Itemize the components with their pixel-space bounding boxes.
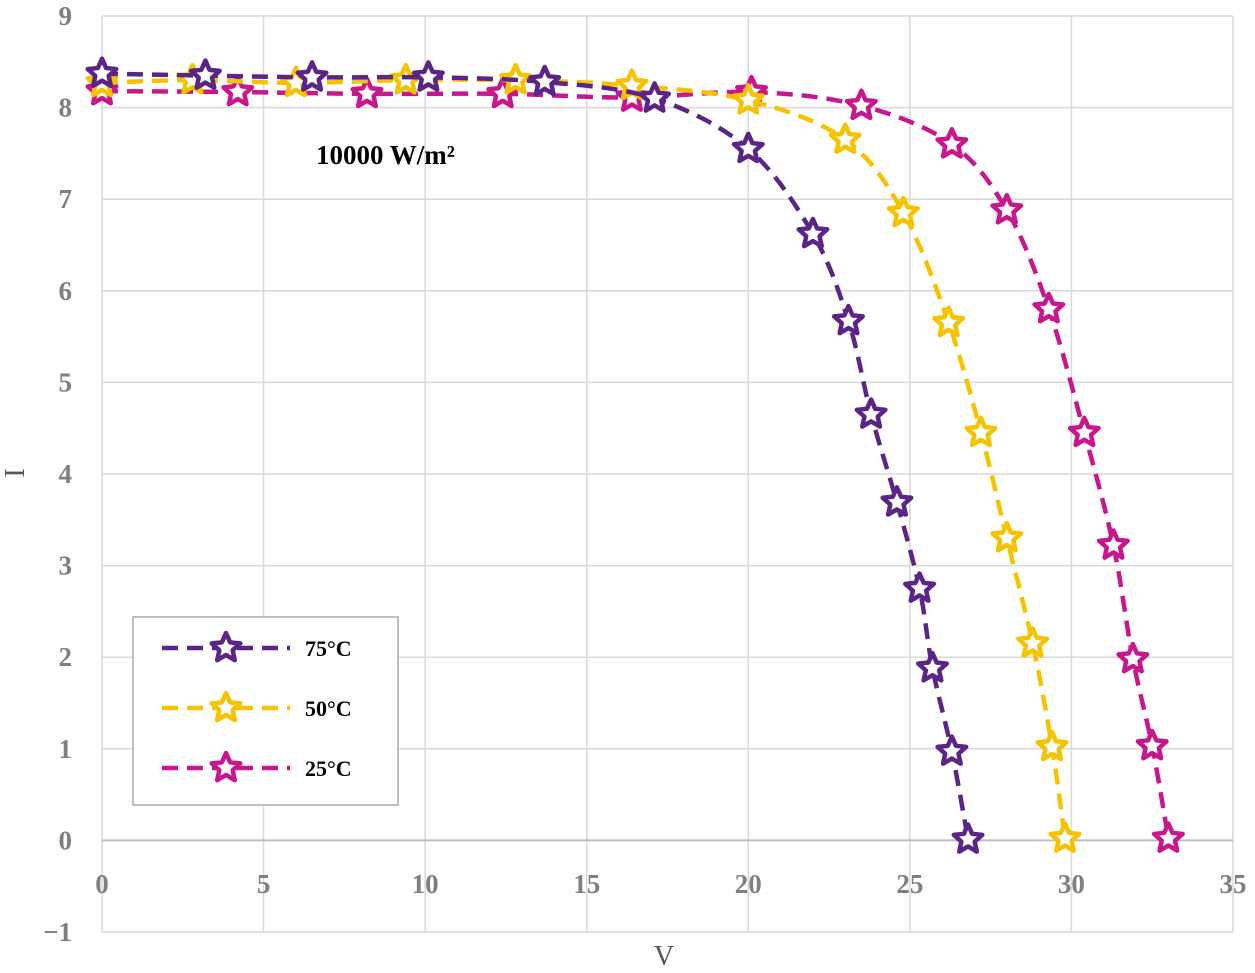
data-point-star — [85, 56, 119, 89]
data-point-star — [935, 126, 969, 159]
data-point-star — [1032, 291, 1066, 324]
x-tick-label: 20 — [735, 869, 762, 899]
data-point-star — [854, 397, 888, 429]
legend-label: 25°C — [305, 756, 352, 781]
y-tick-label: 5 — [59, 367, 73, 397]
legend-marker-star — [209, 630, 243, 663]
y-axis-ticks: −1 0 1 2 3 4 5 6 7 8 9 — [43, 1, 72, 947]
data-point-star — [990, 192, 1024, 225]
data-point-star — [188, 58, 222, 90]
x-tick-label: 5 — [257, 869, 271, 899]
y-tick-label: 3 — [59, 551, 73, 581]
x-tick-label: 10 — [412, 869, 439, 899]
data-point-star — [951, 822, 985, 854]
data-point-star — [411, 60, 445, 92]
legend-marker-star — [209, 690, 243, 723]
irradiance-annotation: 10000 W/m² — [316, 140, 455, 170]
data-point-star — [731, 83, 765, 115]
legend-label: 75°C — [305, 636, 352, 661]
data-point-star — [731, 131, 765, 164]
y-tick-label: 8 — [59, 93, 73, 123]
data-point-star — [880, 485, 914, 517]
y-tick-label: 6 — [59, 276, 73, 306]
y-tick-label: 2 — [59, 642, 73, 672]
data-point-star — [1096, 528, 1130, 560]
y-tick-label: −1 — [43, 917, 72, 947]
data-point-star — [1135, 728, 1169, 761]
x-tick-label: 15 — [573, 869, 600, 899]
data-point-star — [935, 734, 969, 766]
x-tick-label: 30 — [1058, 869, 1085, 899]
series-25C — [85, 73, 1185, 853]
series-50C — [85, 62, 1082, 853]
data-point-star — [528, 64, 562, 97]
y-tick-label: 1 — [59, 734, 73, 764]
data-point-star — [638, 81, 672, 113]
data-point-star — [828, 122, 862, 155]
data-point-star — [844, 88, 878, 121]
x-tick-label: 35 — [1220, 869, 1247, 899]
data-point-star — [932, 305, 966, 338]
legend-label: 50°C — [305, 696, 352, 721]
data-point-star — [886, 195, 920, 228]
data-point-star — [964, 415, 998, 448]
series-75C — [85, 56, 985, 854]
y-tick-label: 0 — [59, 825, 73, 855]
plot-series — [85, 56, 1185, 854]
x-axis-label: V — [654, 941, 674, 972]
data-point-star — [295, 60, 329, 92]
data-point-star — [796, 216, 830, 249]
legend: 75°C 50°C 25°C — [132, 616, 399, 806]
data-point-star — [1035, 729, 1069, 762]
data-point-star — [1151, 821, 1185, 853]
y-tick-label: 9 — [59, 1, 73, 31]
x-axis-ticks: 0 5 10 15 20 25 30 35 — [95, 869, 1246, 899]
series-line — [101, 71, 971, 840]
data-point-star — [1067, 415, 1101, 448]
series-line — [101, 88, 1171, 839]
data-point-star — [915, 650, 949, 683]
y-axis-label: I — [0, 468, 31, 477]
data-point-star — [221, 74, 255, 107]
x-tick-label: 0 — [95, 869, 109, 899]
legend-marker-star — [209, 750, 243, 783]
data-point-star — [831, 303, 865, 336]
data-point-star — [350, 76, 384, 109]
legend-box — [132, 616, 399, 806]
x-tick-label: 25 — [896, 869, 923, 899]
data-point-star — [903, 571, 937, 603]
data-point-star — [1116, 641, 1150, 674]
data-point-star — [1016, 626, 1050, 658]
y-tick-label: 4 — [59, 459, 73, 489]
y-tick-label: 7 — [59, 184, 73, 214]
data-point-star — [990, 520, 1024, 553]
data-point-star — [1048, 821, 1082, 853]
